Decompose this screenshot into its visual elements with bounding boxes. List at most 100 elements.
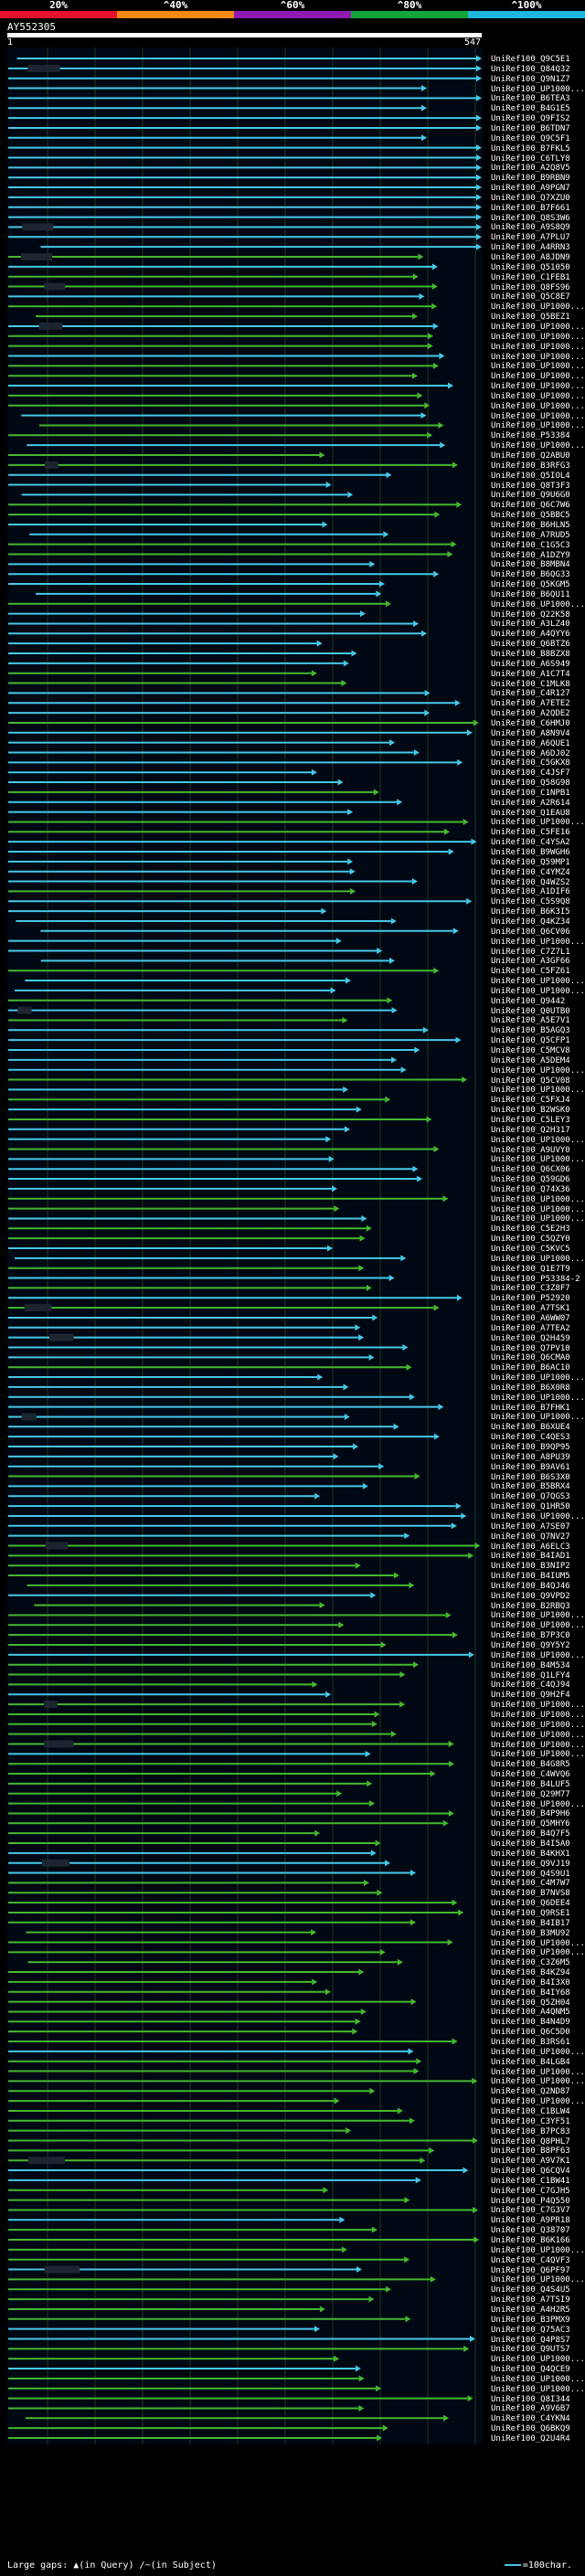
hit-name[interactable]: UniRef100_UP1000... — [491, 372, 585, 382]
hit-name[interactable]: UniRef100_Q8T3F3 — [491, 481, 570, 491]
hit-name[interactable]: UniRef100_B9RBN9 — [491, 174, 570, 184]
hit-name[interactable]: UniRef100_B6AC10 — [491, 1363, 570, 1373]
hit-name[interactable]: UniRef100_UP1000... — [491, 1135, 585, 1145]
hit-name[interactable]: UniRef100_C5FE16 — [491, 828, 570, 838]
hit-name[interactable]: UniRef100_B7FKL5 — [491, 143, 570, 154]
hit-name[interactable]: UniRef100_B3RFG3 — [491, 461, 570, 471]
hit-name[interactable]: UniRef100_Q7PV10 — [491, 1343, 570, 1353]
hit-name[interactable]: UniRef100_B8MBN4 — [491, 560, 570, 570]
hit-name[interactable]: UniRef100_A2Q8V5 — [491, 164, 570, 174]
hit-name[interactable]: UniRef100_Q4QCE9 — [491, 2365, 570, 2375]
hit-name[interactable]: UniRef100_B4IAD1 — [491, 1552, 570, 1562]
hit-name[interactable]: UniRef100_Q5KGM5 — [491, 580, 570, 590]
hit-name[interactable]: UniRef100_UP1000... — [491, 2275, 585, 2285]
hit-name[interactable]: UniRef100_B3MU92 — [491, 1928, 570, 1938]
hit-name[interactable]: UniRef100_UP1000... — [491, 1065, 585, 1076]
hit-name[interactable]: UniRef100_Q6CMA0 — [491, 1353, 570, 1363]
hit-name[interactable]: UniRef100_Q9RSE1 — [491, 1908, 570, 1918]
hit-name[interactable]: UniRef100_Q9H2F4 — [491, 1691, 570, 1701]
hit-name[interactable]: UniRef100_Q2ABU0 — [491, 451, 570, 461]
hit-name[interactable]: UniRef100_P52920 — [491, 1294, 570, 1304]
hit-name[interactable]: UniRef100_A6ELC3 — [491, 1542, 570, 1552]
hit-name[interactable]: UniRef100_A6S949 — [491, 659, 570, 669]
hit-name[interactable]: UniRef100_Q6PF97 — [491, 2265, 570, 2275]
hit-name[interactable]: UniRef100_Q5BBC5 — [491, 511, 570, 521]
hit-name[interactable]: UniRef100_Q5ZH04 — [491, 1998, 570, 2008]
hit-name[interactable]: UniRef100_Q9VPD2 — [491, 1591, 570, 1601]
hit-name[interactable]: UniRef100_UP1000... — [491, 1393, 585, 1403]
hit-name[interactable]: UniRef100_C4WVQ6 — [491, 1770, 570, 1780]
hit-name[interactable]: UniRef100_B4IUM5 — [491, 1572, 570, 1582]
hit-name[interactable]: UniRef100_UP1000... — [491, 391, 585, 401]
hit-name[interactable]: UniRef100_B4KHX1 — [491, 1849, 570, 1859]
hit-name[interactable]: UniRef100_Q9FIS2 — [491, 114, 570, 124]
hit-name[interactable]: UniRef100_UP1000... — [491, 411, 585, 421]
hit-name[interactable]: UniRef100_Q7XZU0 — [491, 193, 570, 203]
hit-name[interactable]: UniRef100_UP1000... — [491, 1204, 585, 1214]
hit-name[interactable]: UniRef100_C4R127 — [491, 689, 570, 699]
hit-name[interactable]: UniRef100_B2WSK0 — [491, 1106, 570, 1116]
hit-name[interactable]: UniRef100_B7NVS8 — [491, 1889, 570, 1899]
hit-name[interactable]: UniRef100_B9WGH6 — [491, 848, 570, 857]
hit-name[interactable]: UniRef100_B4LGB4 — [491, 2057, 570, 2067]
hit-name[interactable]: UniRef100_UP1000... — [491, 332, 585, 342]
hit-name[interactable]: UniRef100_Q9VJ19 — [491, 1859, 570, 1869]
hit-name[interactable]: UniRef100_Q4P8S7 — [491, 2335, 570, 2345]
hit-name[interactable]: UniRef100_C4JSF7 — [491, 769, 570, 779]
hit-name[interactable]: UniRef100_C5GKX8 — [491, 758, 570, 769]
hit-name[interactable]: UniRef100_B4KZ94 — [491, 1968, 570, 1978]
hit-name[interactable]: UniRef100_UP1000... — [491, 937, 585, 947]
hit-name[interactable]: UniRef100_Q5C8E7 — [491, 292, 570, 302]
hit-name[interactable]: UniRef100_UP1000... — [491, 2097, 585, 2107]
hit-name[interactable]: UniRef100_Q0UTB0 — [491, 1006, 570, 1016]
hit-name[interactable]: UniRef100_B4QJ46 — [491, 1581, 570, 1591]
hit-name[interactable]: UniRef100_A4QYY6 — [491, 630, 570, 640]
hit-name[interactable]: UniRef100_B3PMX9 — [491, 2315, 570, 2325]
hit-name[interactable]: UniRef100_Q6C7W6 — [491, 501, 570, 511]
hit-name[interactable]: UniRef100_UP1000... — [491, 1799, 585, 1809]
hit-name[interactable]: UniRef100_A5E7V1 — [491, 1016, 570, 1026]
hit-name[interactable]: UniRef100_Q7NV27 — [491, 1532, 570, 1542]
hit-name[interactable]: UniRef100_A7SE07 — [491, 1521, 570, 1532]
hit-name[interactable]: UniRef100_UP1000... — [491, 2355, 585, 2365]
hit-name[interactable]: UniRef100_Q59MP1 — [491, 857, 570, 867]
hit-name[interactable]: UniRef100_UP1000... — [491, 1621, 585, 1631]
hit-name[interactable]: UniRef100_UP1000... — [491, 1750, 585, 1760]
hit-name[interactable]: UniRef100_C5E2H3 — [491, 1224, 570, 1235]
hit-name[interactable]: UniRef100_Q9442 — [491, 996, 566, 1006]
hit-name[interactable]: UniRef100_C1BW41 — [491, 2176, 570, 2186]
hit-name[interactable]: UniRef100_B4G8R5 — [491, 1760, 570, 1770]
hit-name[interactable]: UniRef100_UP1000... — [491, 1373, 585, 1383]
hit-name[interactable]: UniRef100_UP1000... — [491, 441, 585, 451]
hit-name[interactable]: UniRef100_A1C7T4 — [491, 669, 570, 679]
hit-name[interactable]: UniRef100_UP1000... — [491, 1086, 585, 1096]
hit-name[interactable]: UniRef100_C1NPB1 — [491, 788, 570, 798]
hit-name[interactable]: UniRef100_Q58G98 — [491, 779, 570, 789]
hit-name[interactable]: UniRef100_Q1E7T9 — [491, 1264, 570, 1274]
hit-name[interactable]: UniRef100_B6S3X0 — [491, 1472, 570, 1482]
hit-name[interactable]: UniRef100_A4H2R5 — [491, 2305, 570, 2315]
hit-name[interactable]: UniRef100_UP1000... — [491, 1511, 585, 1521]
hit-name[interactable]: UniRef100_Q5BEZ1 — [491, 313, 570, 323]
hit-name[interactable]: UniRef100_Q59GD6 — [491, 1175, 570, 1185]
hit-name[interactable]: UniRef100_B3RS61 — [491, 2038, 570, 2047]
hit-name[interactable]: UniRef100_UP1000... — [491, 2067, 585, 2077]
hit-name[interactable]: UniRef100_B4I5A0 — [491, 1839, 570, 1849]
hit-name[interactable]: UniRef100_C4YKN4 — [491, 2414, 570, 2424]
hit-name[interactable]: UniRef100_UP1000... — [491, 977, 585, 987]
hit-name[interactable]: UniRef100_UP1000... — [491, 1650, 585, 1660]
hit-name[interactable]: UniRef100_Q8FS96 — [491, 282, 570, 292]
hit-name[interactable]: UniRef100_C7G3V7 — [491, 2206, 570, 2216]
hit-name[interactable]: UniRef100_A9PR18 — [491, 2216, 570, 2226]
hit-name[interactable]: UniRef100_B4LUF5 — [491, 1779, 570, 1789]
hit-name[interactable]: UniRef100_Q22K58 — [491, 610, 570, 620]
hit-name[interactable]: UniRef100_UP1000... — [491, 421, 585, 431]
hit-name[interactable]: UniRef100_C3YF51 — [491, 2116, 570, 2126]
hit-name[interactable]: UniRef100_Q6CQV4 — [491, 2167, 570, 2177]
hit-name[interactable]: UniRef100_Q38707 — [491, 2226, 570, 2236]
hit-name[interactable]: UniRef100_C5S9Q8 — [491, 897, 570, 907]
hit-name[interactable]: UniRef100_B6K166 — [491, 2236, 570, 2245]
hit-name[interactable]: UniRef100_Q9U6G0 — [491, 491, 570, 501]
hit-name[interactable]: UniRef100_A7RUD5 — [491, 530, 570, 540]
hit-name[interactable]: UniRef100_A9V7K1 — [491, 2157, 570, 2167]
